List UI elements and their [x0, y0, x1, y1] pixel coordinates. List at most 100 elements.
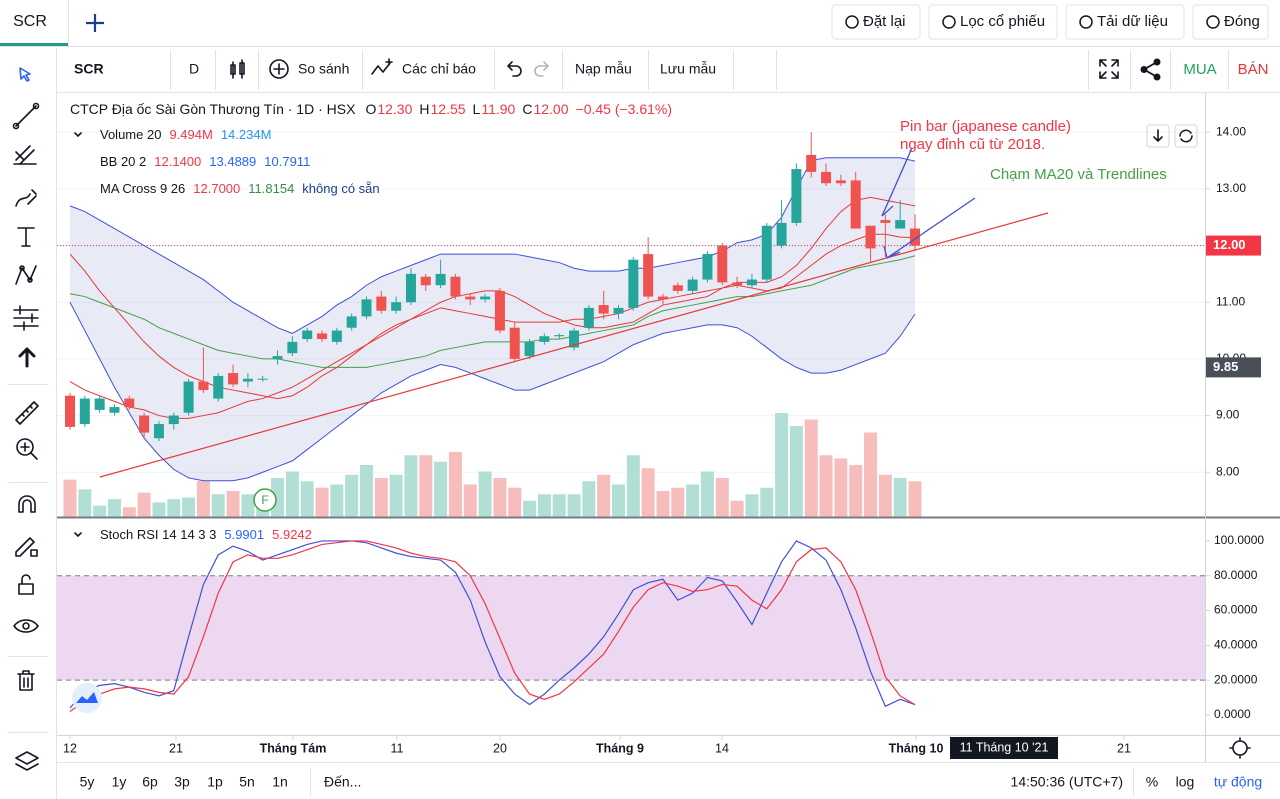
text-tool[interactable]: [17, 227, 35, 247]
candle-body: [761, 225, 772, 280]
indicator-value: 12.1400: [154, 154, 201, 169]
candle-body: [331, 330, 342, 342]
pattern-tool[interactable]: [15, 265, 37, 285]
log-toggle[interactable]: log: [1176, 774, 1195, 790]
candle-body: [821, 171, 832, 184]
volume-bar: [834, 458, 848, 517]
ruler-tool[interactable]: [15, 401, 39, 425]
range-button[interactable]: 1n: [272, 774, 288, 790]
legend-row: Stoch RSI 14 14 3 3 5.9901 5.9242: [100, 527, 312, 542]
indicator-line: [69, 157, 916, 334]
y-tick-label: 40.0000: [1214, 638, 1258, 652]
ohlc-key: C: [522, 101, 532, 117]
toolbar-separators: [170, 50, 1229, 90]
fullscreen-icon[interactable]: [1099, 59, 1119, 79]
share-icon[interactable]: [1140, 58, 1161, 81]
candle-body: [554, 335, 565, 337]
top-button[interactable]: [1192, 4, 1269, 40]
zoom-tool[interactable]: [16, 438, 34, 456]
symbol[interactable]: SCR: [74, 61, 104, 77]
candle-body: [346, 316, 357, 328]
scroll-down-button[interactable]: [1146, 124, 1170, 148]
chart-style-icon[interactable]: [230, 59, 245, 79]
y-tick-label: 9.00: [1216, 408, 1240, 422]
auto-toggle[interactable]: tự động: [1214, 774, 1262, 790]
prediction-tool[interactable]: [13, 305, 39, 331]
percent-toggle[interactable]: %: [1146, 774, 1158, 790]
unlock-tool[interactable]: [18, 574, 34, 595]
range-button[interactable]: 6p: [142, 774, 158, 790]
fib-tool[interactable]: [13, 145, 37, 165]
axes: 8.009.0010.0011.0012.0013.0014.009.8512.…: [63, 124, 1264, 759]
range-button[interactable]: 3p: [174, 774, 190, 790]
save-template[interactable]: Lưu mẫu: [660, 61, 716, 77]
scroll-down-icon: [1153, 129, 1163, 142]
annotation-arrow[interactable]: [883, 197, 976, 259]
icon-tool[interactable]: [18, 347, 36, 368]
top-button[interactable]: [831, 4, 921, 40]
range-button[interactable]: 5y: [80, 774, 95, 790]
candle-body: [420, 276, 431, 286]
undo-icon[interactable]: [507, 61, 522, 77]
candle-body: [806, 154, 817, 172]
volume-bar: [107, 499, 121, 517]
settings-icon[interactable]: [1229, 737, 1251, 759]
trendline-tool[interactable]: [15, 105, 37, 127]
x-tick-label: Tháng 9: [596, 741, 644, 755]
goto-date[interactable]: Đến...: [324, 774, 361, 790]
candle-body: [228, 373, 239, 385]
candle-body: [776, 222, 787, 246]
interval[interactable]: D: [189, 61, 199, 77]
x-tick-label: 21: [1117, 741, 1131, 755]
volume-bar: [182, 497, 196, 517]
compare-icon[interactable]: [269, 59, 289, 79]
stoch-legend-toggle[interactable]: [74, 532, 82, 537]
brush-tool[interactable]: [15, 189, 37, 207]
volume-bar: [849, 465, 863, 517]
annotation[interactable]: Pin bar (japanese candle): [900, 118, 1071, 135]
cursor-tool[interactable]: [19, 67, 31, 82]
range-button[interactable]: 5n: [239, 774, 255, 790]
legend: CTCP Địa ốc Sài Gòn Thương Tín · 1D · HS…: [70, 101, 672, 543]
volume-bar: [448, 452, 462, 517]
volume-bar: [656, 491, 670, 517]
redo-icon[interactable]: [534, 61, 549, 77]
top-button[interactable]: [928, 4, 1058, 40]
legend-toggle[interactable]: [74, 132, 82, 137]
annotation[interactable]: Chạm MA20 và Trendlines: [990, 166, 1167, 183]
top-button[interactable]: [1065, 4, 1185, 40]
volume-bar: [819, 455, 833, 517]
candle-body: [702, 254, 713, 280]
add-tab[interactable]: [80, 8, 110, 38]
magnet-tool[interactable]: [18, 495, 36, 513]
buy-button[interactable]: MUA: [1183, 61, 1216, 78]
compare[interactable]: So sánh: [298, 61, 349, 77]
drawings: [99, 147, 1049, 478]
indicator-value: 14.234M: [221, 127, 272, 142]
event-marker[interactable]: [253, 488, 277, 512]
range-button[interactable]: 1p: [207, 774, 223, 790]
indicators-icon[interactable]: [371, 58, 393, 75]
load-template[interactable]: Nạp mẫu: [575, 61, 632, 77]
delete-tool[interactable]: [17, 670, 35, 691]
candle-body: [598, 305, 609, 314]
maximize-pane-button[interactable]: [1174, 124, 1198, 148]
candle-body: [257, 378, 268, 380]
sell-button[interactable]: BÁN: [1238, 61, 1269, 78]
candle-body: [376, 296, 387, 311]
volume-bar: [374, 478, 388, 517]
candle-body: [213, 375, 224, 399]
indicator-name: Volume 20: [100, 127, 161, 142]
tab[interactable]: [0, 0, 68, 46]
lock-drawings-tool[interactable]: [15, 537, 38, 557]
range-button[interactable]: 1y: [112, 774, 127, 790]
annotation[interactable]: ngay đỉnh cũ từ 2018.: [900, 136, 1045, 153]
logo[interactable]: [72, 683, 102, 713]
object-tree-tool[interactable]: [15, 751, 39, 771]
candle-body: [139, 415, 150, 433]
visibility-tool[interactable]: [13, 619, 39, 633]
top-button-label: Lọc cổ phiếu: [960, 13, 1045, 30]
candle-body: [94, 398, 105, 410]
annotation-arrow[interactable]: [881, 147, 913, 217]
indicators[interactable]: Các chỉ báo: [402, 61, 476, 77]
